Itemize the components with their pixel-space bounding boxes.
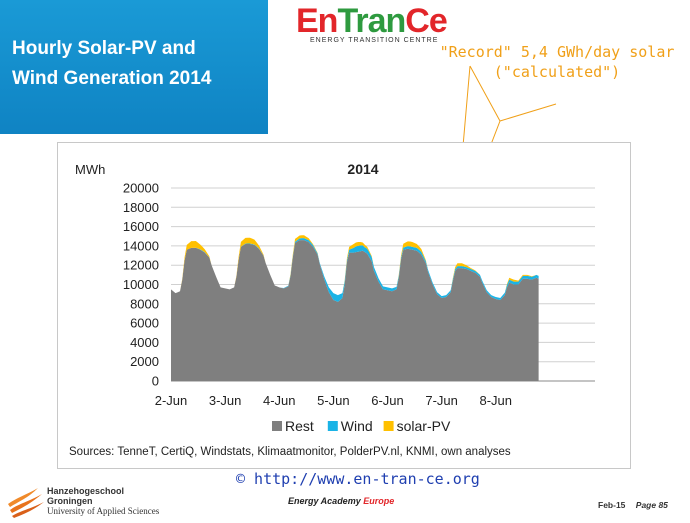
x-tick-label: 4-Jun: [263, 393, 296, 408]
x-tick-label: 3-Jun: [209, 393, 242, 408]
academy-label: Energy Academy Europe: [288, 496, 394, 506]
slide-title: Hourly Solar-PV and Wind Generation 2014: [12, 34, 262, 94]
y-tick-label: 12000: [123, 258, 159, 273]
page-number: Page 85: [635, 500, 668, 510]
annotation-line1: "Record" 5,4 GWh/day solar: [439, 43, 675, 61]
series-area-rest: [171, 240, 539, 381]
x-tick-label: 2-Jun: [155, 393, 188, 408]
annotation-line2: ("calculated"): [493, 63, 621, 81]
brand-tran: Tran: [337, 2, 406, 40]
y-tick-label: 2000: [130, 354, 159, 369]
y-tick-label: 20000: [123, 181, 159, 196]
legend-swatch: [272, 421, 282, 431]
x-tick-label: 6-Jun: [371, 393, 404, 408]
slide-title-line2: Wind Generation 2014: [12, 68, 212, 89]
y-tick-label: 18000: [123, 200, 159, 215]
y-tick-label: 16000: [123, 219, 159, 234]
hanze-school-label: Hanzehogeschool Groningen University of …: [47, 486, 159, 516]
school-line2: Groningen: [47, 496, 93, 506]
chart-title: 2014: [347, 161, 378, 177]
y-tick-label: 8000: [130, 296, 159, 311]
academy-label-b: Europe: [363, 496, 395, 506]
legend-swatch: [327, 421, 338, 431]
y-tick-label: 14000: [123, 238, 159, 253]
hanze-flame-icon: [8, 488, 44, 518]
footer-meta: Feb-15 Page 85: [598, 500, 668, 510]
x-tick-label: 8-Jun: [480, 393, 513, 408]
y-tick-label: 4000: [130, 335, 159, 350]
record-annotation: "Record" 5,4 GWh/day solar ("calculated"…: [432, 42, 682, 82]
series-area-solarpv: [171, 235, 539, 299]
y-axis-label: MWh: [75, 162, 105, 177]
generation-chart: 0 2000 4000 6000 8000 10000 12000 14000 16000 180…: [75, 161, 595, 434]
y-tick-label: 6000: [130, 316, 159, 331]
footer-date: Feb-15: [598, 500, 626, 510]
x-tick-label: 5-Jun: [317, 393, 350, 408]
series-area-wind: [171, 238, 539, 302]
school-line1: Hanzehogeschool: [47, 486, 125, 496]
x-tick-label: 7-Jun: [425, 393, 458, 408]
chart-sources: Sources: TenneT, CertiQ, Windstats, Klim…: [69, 446, 511, 458]
chart-frame: 0 2000 4000 6000 8000 10000 12000 14000 16000 180…: [57, 142, 631, 469]
legend-label: Rest: [285, 418, 314, 434]
brand-en: En: [296, 2, 338, 40]
y-tick-label: 10000: [123, 277, 159, 292]
school-line3: University of Applied Sciences: [47, 506, 160, 516]
brand-ce: Ce: [405, 2, 447, 40]
y-tick-label: 0: [152, 374, 159, 389]
legend-swatch: [383, 421, 394, 431]
legend-label: solar-PV: [397, 418, 451, 434]
academy-label-a: Energy Academy: [288, 496, 361, 506]
website-link[interactable]: © http://www.en-tran-ce.org: [236, 470, 480, 488]
brand-subtitle: ENERGY TRANSITION CENTRE: [310, 37, 439, 44]
title-band: [0, 0, 268, 134]
entrance-logo: EnTranCe ENERGY TRANSITION CENTRE: [296, 2, 448, 44]
legend-label: Wind: [341, 418, 373, 434]
slide-title-line1: Hourly Solar-PV and: [12, 38, 196, 59]
